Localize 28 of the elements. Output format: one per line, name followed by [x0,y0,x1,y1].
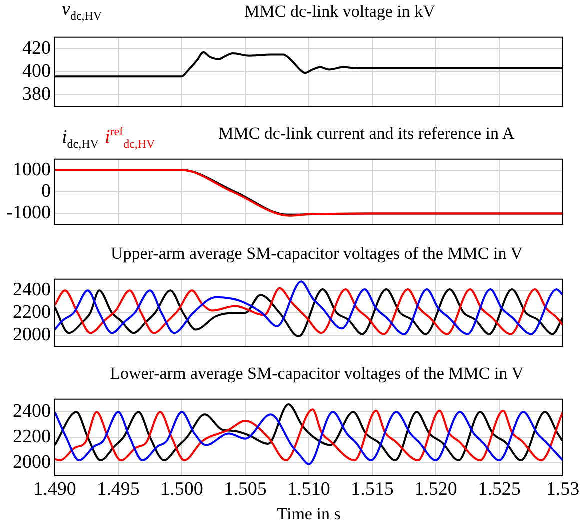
y-tick-label: 2200 [13,426,51,448]
chart-title: Lower-arm average SM-capacitor voltages of the MMC in V [109,363,525,384]
y-tick-label: 420 [22,38,51,59]
chart-title: MMC dc-link current and its reference in A [218,123,516,144]
x-tick-label: 1.525 [478,479,521,500]
y-tick-label: 380 [22,84,51,106]
x-tick-label: 1.53 [546,479,580,500]
y-tick-label: 1000 [13,159,51,180]
x-tick-label: 1.505 [224,479,267,500]
x-tick-label: 1.490 [34,479,76,500]
y-tick-label: -1000 [6,202,51,224]
y-tick-label: 400 [22,60,51,82]
x-tick-label: 1.500 [160,479,204,500]
chart-title: Upper-arm average SM-capacitor voltages of the MMC in V [110,243,524,264]
text: v$_{dc,HV}$ [62,0,102,23]
y-tick-label: 2200 [13,302,51,323]
y-tick-label: 2000 [13,324,51,346]
y-tick-label: 0 [42,180,51,202]
y-tick-label: 2000 [13,452,51,474]
chart-title: MMC dc-link voltage in kV [244,1,436,22]
series-label: i$_{dc,HV}$ [62,127,99,152]
y-tick-label: 2400 [13,401,51,422]
x-tick-label: 1.510 [288,479,330,500]
x-tick-label: 1.515 [351,479,394,500]
x-axis-title: Time in s [277,504,341,524]
x-tick-label: 1.520 [414,479,458,500]
y-tick-label: 2400 [13,280,51,301]
x-tick-label: 1.495 [97,479,140,500]
